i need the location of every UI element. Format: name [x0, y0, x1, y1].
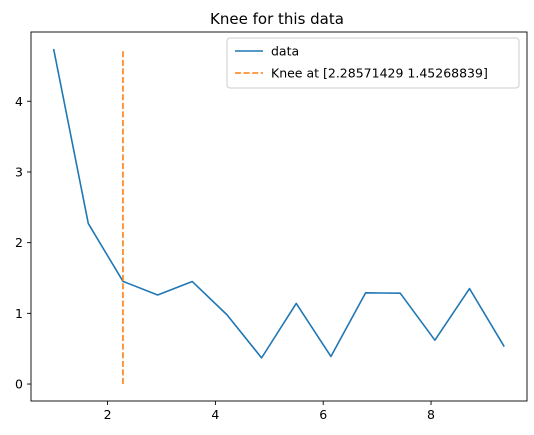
- plot-area: [52, 48, 505, 385]
- x-tick-label: 6: [319, 407, 327, 422]
- data-series-line: [52, 48, 505, 359]
- legend: data Knee at [2.28571429 1.45268839]: [226, 37, 520, 89]
- axes: 2 4 6 8 0 1 2 3 4: [15, 31, 528, 422]
- legend-label-knee: Knee at [2.28571429 1.45268839]: [271, 66, 488, 81]
- axes-frame: [30, 31, 528, 402]
- x-tick-label: 2: [104, 407, 112, 422]
- y-tick-label: 1: [15, 306, 23, 321]
- y-tick-label: 4: [15, 94, 23, 109]
- y-tick-label: 0: [15, 377, 23, 392]
- y-tick-label: 2: [15, 235, 23, 250]
- legend-box: [226, 37, 520, 89]
- x-tick-label: 4: [211, 407, 219, 422]
- x-tick-label: 8: [427, 407, 435, 422]
- legend-label-data: data: [271, 44, 299, 59]
- chart-title: Knee for this data: [210, 10, 344, 28]
- y-tick-label: 3: [15, 164, 23, 179]
